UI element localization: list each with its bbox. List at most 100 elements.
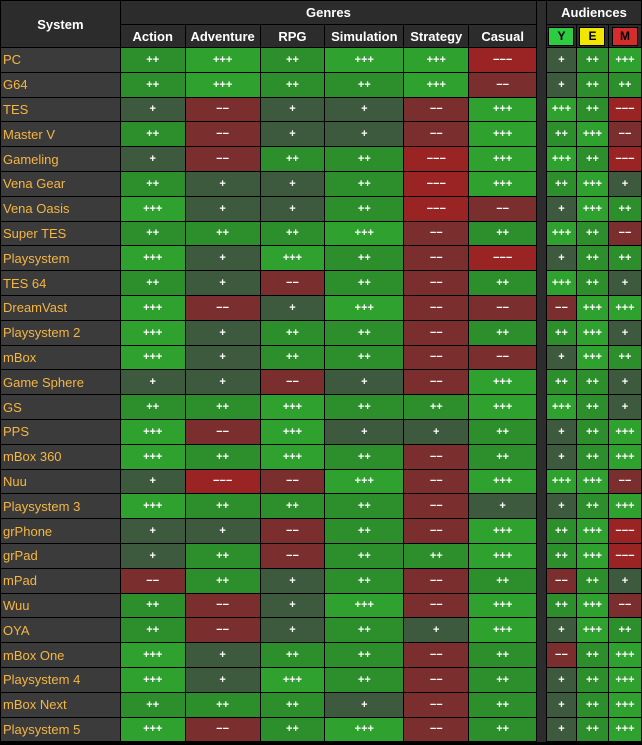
audience-rating-cell: + [607,369,642,396]
genre-rating-cell: ++ [324,518,405,544]
genre-rating-cell: +++ [468,394,538,420]
audience-rating-cell: ++ [575,270,609,296]
genre-rating-cell: ++ [468,567,538,594]
table-row: Playsystem 2 +++ + ++ ++ −− ++ ++ +++ + [0,319,642,346]
genre-rating-cell: +++ [468,369,538,396]
genre-rating-cell: −−− [468,47,538,73]
genre-rating-cell: −− [403,567,470,594]
column-gap [536,419,547,445]
system-name: PC [0,47,121,73]
genre-rating-cell: ++ [259,220,326,247]
column-gap [536,593,547,618]
genre-header-casual: Casual [468,24,538,48]
genre-rating-cell: −− [403,220,470,247]
genre-rating-cell: + [324,96,405,123]
audience-rating-cell: +++ [575,294,609,321]
table-row: Nuu + −−− −− +++ −− +++ +++ +++ −− [0,468,642,495]
genre-rating-cell: ++ [184,443,261,470]
audience-rating-cell: + [546,666,577,693]
genre-rating-cell: + [119,146,186,172]
genre-rating-cell: ++ [119,220,186,247]
system-name: Vena Oasis [0,195,121,222]
genre-rating-cell: + [184,518,261,544]
genre-rating-cell: −− [403,666,470,693]
system-name: mBox 360 [0,443,121,470]
genre-rating-cell: + [403,418,470,445]
audience-rating-cell: ++ [575,47,609,73]
audience-rating-cell: + [546,71,577,98]
genre-rating-cell: ++ [324,319,405,346]
table-row: Game Sphere + + −− + −− +++ ++ ++ + [0,369,642,396]
audience-rating-cell: ++ [575,493,609,520]
column-gap [536,493,547,519]
genre-rating-cell: + [119,96,186,123]
genre-rating-cell: +++ [324,220,405,247]
audience-rating-cell: −− [546,642,577,668]
genre-rating-cell: +++ [324,294,405,321]
audience-rating-cell: ++ [607,617,642,644]
genre-rating-cell: + [259,592,326,619]
genre-rating-cell: −− [259,468,326,495]
system-name: Game Sphere [0,369,121,396]
audience-rating-cell: −−− [607,146,642,172]
genre-rating-cell: ++ [259,691,326,718]
genre-rating-cell: + [184,319,261,346]
audience-badge-y: Y [548,26,575,46]
genre-rating-cell: +++ [119,666,186,693]
genre-rating-cell: −− [184,146,261,172]
system-name: mPad [0,567,121,594]
genre-rating-cell: −− [403,294,470,321]
audience-rating-cell: +++ [546,96,577,123]
genre-rating-cell: −− [119,567,186,594]
genre-rating-cell: −− [184,592,261,619]
genre-rating-cell: ++ [184,493,261,520]
genre-rating-cell: −− [403,443,470,470]
genre-rating-cell: + [324,691,405,718]
genre-rating-cell: +++ [259,418,326,445]
audience-rating-cell: ++ [546,170,577,197]
audience-rating-cell: ++ [575,220,609,247]
genre-rating-cell: ++ [119,394,186,420]
column-gap [536,717,547,742]
table-row: Playsystem +++ + +++ ++ −− −−− + ++ ++ [0,245,642,272]
genre-rating-cell: ++ [468,220,538,247]
genre-rating-cell: −− [259,542,326,569]
audience-rating-cell: ++ [546,121,577,148]
genre-rating-cell: +++ [119,642,186,668]
genre-rating-cell: ++ [324,443,405,470]
table-body: PC ++ +++ ++ +++ +++ −−− + ++ +++ G64 ++ +++ ++ ++ +++ −… [0,47,642,743]
genre-rating-cell: +++ [468,121,538,148]
column-gap [536,568,547,594]
audience-rating-cell: −− [607,121,642,148]
audience-rating-cell: ++ [546,518,577,544]
genre-rating-cell: + [184,344,261,371]
genre-rating-cell: +++ [259,666,326,693]
table-row: mBox One +++ + ++ ++ −− ++ −− ++ +++ [0,642,642,668]
genre-rating-cell: +++ [119,418,186,445]
audience-rating-cell: ++ [607,195,642,222]
system-name: grPhone [0,518,121,544]
genre-rating-cell: + [119,518,186,544]
table-row: Playsystem 3 +++ ++ ++ ++ −− + + ++ +++ [0,493,642,520]
table-row: PC ++ +++ ++ +++ +++ −−− + ++ +++ [0,47,642,73]
column-gap [536,320,547,346]
audience-rating-cell: ++ [575,642,609,668]
genre-rating-cell: −− [403,344,470,371]
genre-rating-cell: +++ [119,344,186,371]
genre-rating-cell: + [119,468,186,495]
genre-rating-cell: −− [468,344,538,371]
genre-rating-cell: −− [468,294,538,321]
audience-badge-e: E [579,26,606,46]
column-gap [536,518,547,544]
column-gap [536,617,547,643]
column-gap [536,369,547,395]
genre-rating-cell: + [119,542,186,569]
column-gap [536,667,547,693]
table-row: TES + −− + + −− +++ +++ ++ −−− [0,96,642,123]
genre-rating-cell: +++ [324,468,405,495]
column-gap [536,692,547,718]
genre-rating-cell: ++ [119,121,186,148]
genre-rating-cell: + [259,170,326,197]
genre-rating-cell: ++ [324,493,405,520]
audience-rating-cell: ++ [575,96,609,123]
